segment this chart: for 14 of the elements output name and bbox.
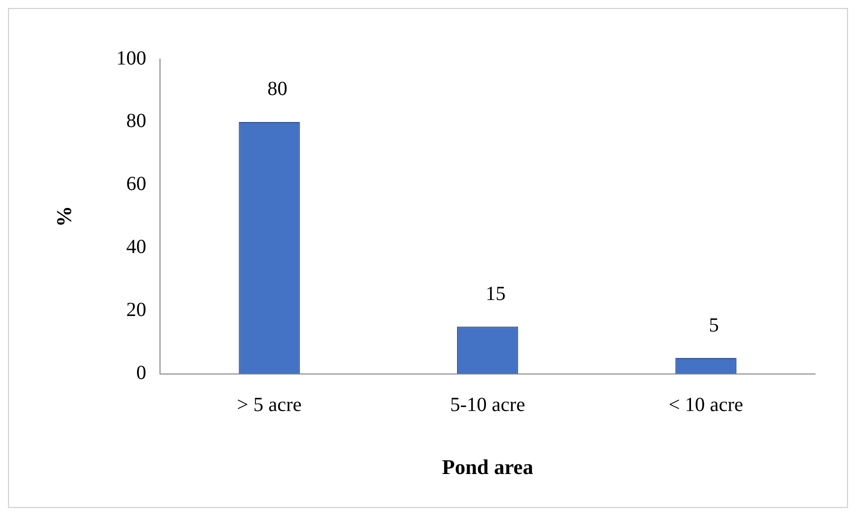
y-tick-label: 60 [126, 173, 146, 196]
y-axis-title: % [52, 206, 76, 227]
data-label: 5 [708, 314, 719, 336]
y-tick-label: 100 [116, 47, 146, 70]
y-tick-label: 20 [126, 299, 146, 322]
y-tick-label: 80 [126, 110, 146, 132]
y-tick-label: 0 [136, 362, 146, 384]
x-tick-label: > 5 acre [237, 394, 302, 416]
y-tick-label: 40 [126, 236, 146, 258]
x-axis-title: Pond area [442, 454, 534, 479]
x-tick-label: < 10 acre [668, 394, 744, 416]
data-label: 15 [486, 282, 506, 305]
x-tick-label: 5-10 acre [450, 394, 526, 416]
data-label: 80 [267, 78, 288, 100]
